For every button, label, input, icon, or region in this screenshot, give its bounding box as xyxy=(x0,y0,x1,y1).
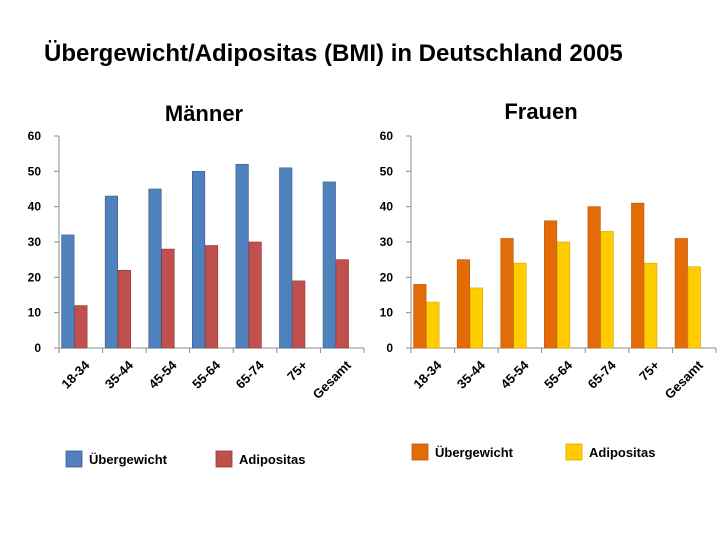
chart1-y-tick-label: 20 xyxy=(28,270,42,284)
chart2-bar-adipositas xyxy=(426,301,440,349)
chart1-category-label: 35-44 xyxy=(102,357,137,392)
chart2-legend-label: Adipositas xyxy=(589,445,655,460)
chart2-category-label: 75+ xyxy=(636,357,662,383)
chart1-legend-swatch xyxy=(65,450,83,468)
chart1-bar-adipositas xyxy=(161,248,175,349)
chart1-title: Männer xyxy=(165,101,244,126)
chart1-bar-uebergewicht xyxy=(279,167,293,349)
chart2-bar-uebergewicht xyxy=(631,202,645,349)
chart1-y-tick-label: 10 xyxy=(28,306,42,320)
chart2-legend-label: Übergewicht xyxy=(435,445,514,460)
chart2-bar-uebergewicht xyxy=(674,238,688,349)
chart1-y-tick-label: 0 xyxy=(34,341,41,355)
chart1-category-label: 65-74 xyxy=(233,357,268,392)
chart1-y-tick-label: 40 xyxy=(28,200,42,214)
chart1-bar-adipositas xyxy=(292,280,306,349)
chart2-bar-uebergewicht xyxy=(456,259,470,349)
chart1-bar-adipositas xyxy=(335,259,349,349)
chart2-bar-adipositas xyxy=(600,231,614,349)
chart2-y-tick-label: 50 xyxy=(380,164,394,178)
chart1-bar-uebergewicht xyxy=(235,163,249,349)
chart1-bar-uebergewicht xyxy=(148,188,162,349)
chart1-y-tick-label: 60 xyxy=(28,129,42,143)
chart2-y-tick-label: 60 xyxy=(380,129,394,143)
chart2-y-tick-label: 20 xyxy=(380,270,394,284)
chart2-category-label: 35-44 xyxy=(454,357,489,392)
chart2-bar-adipositas xyxy=(513,262,527,349)
chart2-category-label: 45-54 xyxy=(498,357,533,392)
chart2-bar-adipositas xyxy=(557,241,571,349)
chart1-bar-adipositas xyxy=(117,269,131,349)
chart2-category-label: 18-34 xyxy=(410,357,445,392)
chart2-legend-swatch xyxy=(411,443,429,461)
chart1-bar-uebergewicht xyxy=(104,195,118,349)
chart2-category-label: 65-74 xyxy=(585,357,620,392)
chart1-bar-uebergewicht xyxy=(322,181,336,349)
chart2-bar-uebergewicht xyxy=(544,220,558,349)
chart2-bar-uebergewicht xyxy=(413,284,427,349)
chart1-bar-adipositas xyxy=(74,305,88,349)
chart1-bar-uebergewicht xyxy=(61,234,75,349)
chart1-bar-adipositas xyxy=(248,241,262,349)
chart1-bar-uebergewicht xyxy=(192,171,206,349)
chart1-legend-label: Übergewicht xyxy=(89,452,168,467)
chart2-bar-adipositas xyxy=(644,262,658,349)
chart1-y-tick-label: 50 xyxy=(28,164,42,178)
chart1-legend-swatch xyxy=(215,450,233,468)
chart2-y-tick-label: 30 xyxy=(380,235,394,249)
chart2-y-tick-label: 0 xyxy=(386,341,393,355)
chart1-legend-label: Adipositas xyxy=(239,452,305,467)
chart2-bar-uebergewicht xyxy=(587,206,601,349)
chart2-category-label: 55-64 xyxy=(541,357,576,392)
chart2-y-tick-label: 40 xyxy=(380,200,394,214)
chart1-category-label: Gesamt xyxy=(310,357,355,402)
chart2-y-tick-label: 10 xyxy=(380,306,394,320)
chart2-bar-adipositas xyxy=(687,266,701,349)
chart2-bar-uebergewicht xyxy=(500,238,514,349)
chart1-y-tick-label: 30 xyxy=(28,235,42,249)
page-title: Übergewicht/Adipositas (BMI) in Deutschl… xyxy=(44,40,623,67)
chart2-bar-adipositas xyxy=(469,287,483,349)
chart1-category-label: 75+ xyxy=(284,357,310,383)
chart1-bar-adipositas xyxy=(205,245,219,349)
chart1-category-label: 18-34 xyxy=(58,357,93,392)
chart2-title: Frauen xyxy=(504,99,577,124)
chart2-legend-swatch xyxy=(565,443,583,461)
chart1-category-label: 45-54 xyxy=(146,357,181,392)
chart2-category-label: Gesamt xyxy=(662,357,707,402)
chart1-category-label: 55-64 xyxy=(189,357,224,392)
